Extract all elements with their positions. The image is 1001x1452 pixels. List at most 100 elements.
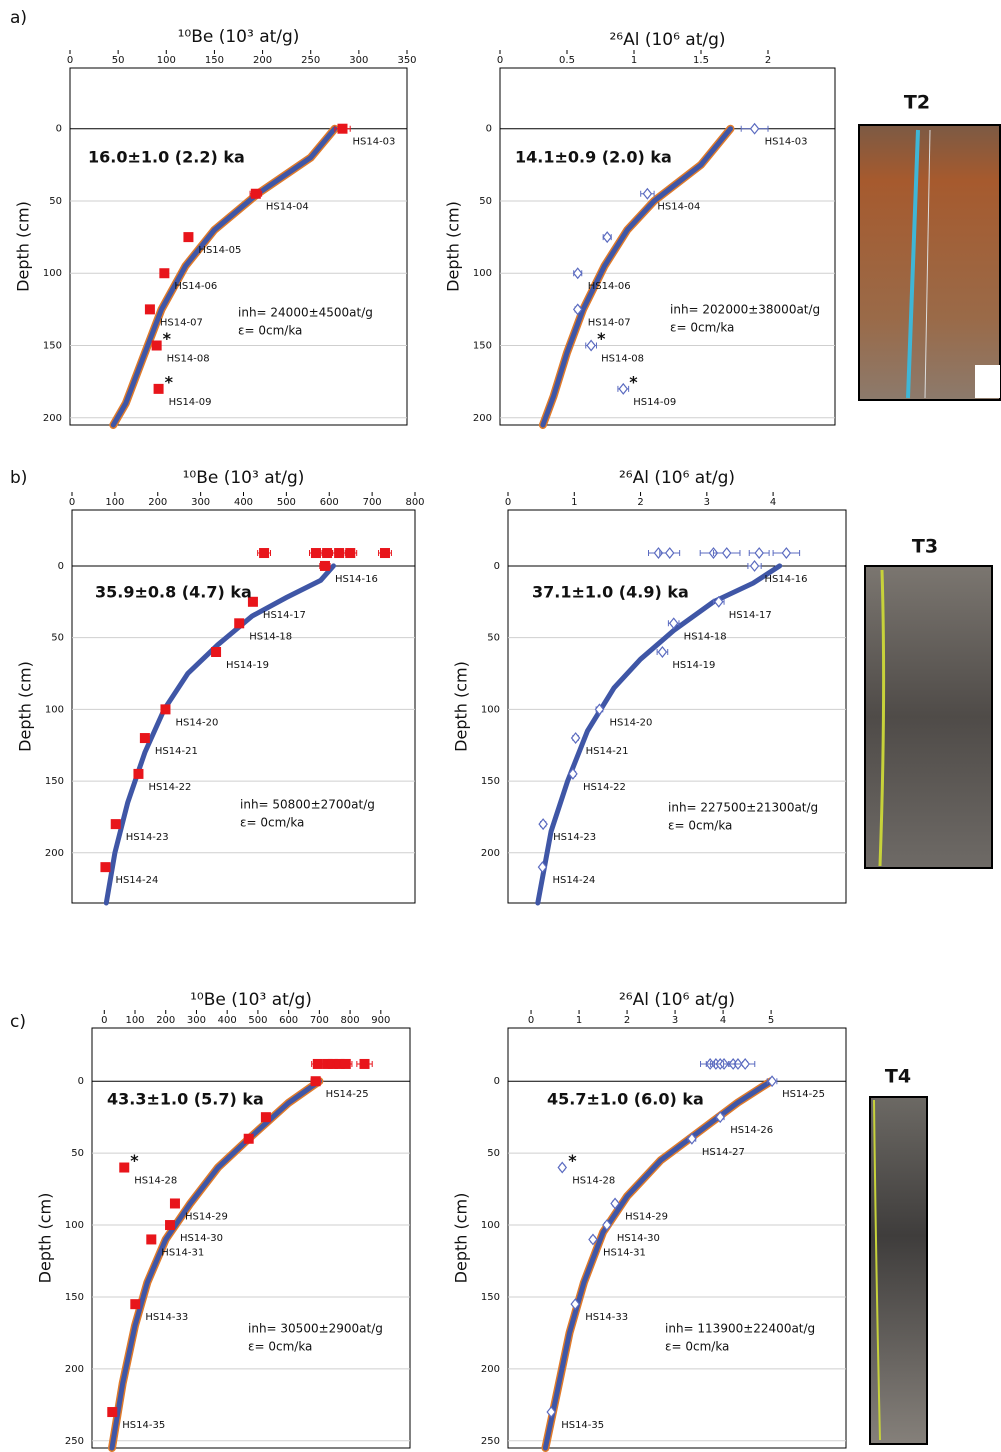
sample-point (687, 1132, 697, 1145)
inheritance-label: inh= 30500±2900at/g (248, 1322, 383, 1336)
sample-point (740, 1057, 750, 1070)
y-tick-label: 100 (45, 704, 64, 715)
sample-point (546, 1406, 556, 1419)
x-tick-label: 150 (205, 55, 224, 66)
sample-label: HS14-06 (588, 281, 631, 292)
sample-label: HS14-16 (335, 574, 378, 585)
photo (858, 124, 1001, 401)
y-tick-label: 150 (473, 341, 492, 352)
sample-point (379, 548, 390, 559)
erosion-label: ε= 0cm/ka (238, 324, 302, 338)
y-tick-label: 50 (487, 1148, 500, 1159)
sample-point (153, 383, 164, 394)
sample-point (165, 1220, 176, 1231)
sample-point (557, 1161, 568, 1174)
sample-label: HS14-35 (122, 1420, 165, 1431)
x-tick-label: 3 (704, 497, 710, 508)
model-curve (535, 563, 783, 906)
model-curve (110, 126, 338, 428)
photo (869, 1096, 928, 1445)
x-tick-label: 350 (397, 55, 416, 66)
sample-label: HS14-17 (263, 610, 306, 621)
y-tick-label: 150 (481, 1292, 500, 1303)
model-curve (540, 126, 733, 428)
x-tick-label: 0 (67, 55, 73, 66)
y-tick-label: 250 (65, 1436, 84, 1447)
sample-point (602, 231, 612, 244)
y-tick-label: 100 (65, 1220, 84, 1231)
sample-label: HS14-28 (572, 1176, 615, 1187)
sample-point (310, 1076, 321, 1087)
chart-title: ¹⁰Be (10³ at/g) (178, 27, 300, 47)
x-tick-label: 2 (765, 55, 771, 66)
sample-label: HS14-07 (160, 317, 203, 328)
erosion-label: ε= 0cm/ka (668, 819, 732, 833)
sample-point (664, 547, 675, 559)
y-tick-label: 100 (481, 704, 500, 715)
sample-point (345, 548, 356, 559)
erosion-label: ε= 0cm/ka (665, 1340, 729, 1354)
y-axis-label: Depth (cm) (452, 1193, 471, 1284)
x-tick-label: 4 (770, 497, 776, 508)
sample-label: HS14-16 (765, 574, 808, 585)
y-axis-label: Depth (cm) (444, 201, 463, 292)
sample-label: HS14-24 (552, 875, 595, 886)
sample-point (243, 1133, 254, 1144)
sample-point (586, 339, 596, 352)
sample-point (588, 1233, 598, 1246)
photo (864, 565, 993, 869)
sample-point (327, 1058, 338, 1069)
sample-point (144, 304, 155, 315)
x-tick-label: 0 (69, 497, 75, 508)
y-axis-label: Depth (cm) (14, 201, 33, 292)
inheritance-label: inh= 24000±4500at/g (238, 306, 373, 320)
sample-point (749, 559, 760, 572)
x-tick-label: 1 (571, 497, 577, 508)
sample-label: HS14-05 (198, 245, 241, 256)
age-label: 43.3±1.0 (5.7) ka (107, 1090, 264, 1109)
site-label: T2 (904, 92, 930, 114)
x-tick-label: 5 (768, 1015, 774, 1026)
x-tick-label: 0.5 (559, 55, 575, 66)
sample-point (668, 617, 679, 630)
y-tick-label: 50 (49, 196, 62, 207)
outlier-mark: * (130, 1151, 139, 1170)
y-tick-label: 0 (486, 124, 492, 135)
plot-area (507, 1027, 847, 1449)
sample-label: HS14-08 (167, 354, 210, 365)
x-tick-label: 100 (105, 497, 124, 508)
sample-label: HS14-23 (126, 832, 169, 843)
x-tick-label: 0 (528, 1015, 534, 1026)
age-label: 45.7±1.0 (6.0) ka (547, 1090, 704, 1109)
sample-label: HS14-25 (326, 1089, 369, 1100)
x-tick-label: 2 (637, 497, 643, 508)
sample-label: HS14-29 (625, 1211, 668, 1222)
inheritance-label: inh= 227500±21300at/g (668, 801, 818, 815)
sample-label: HS14-18 (249, 631, 292, 642)
x-tick-label: 700 (363, 497, 382, 508)
y-tick-label: 200 (45, 848, 64, 859)
sample-point (570, 1298, 580, 1311)
sample-point (572, 303, 583, 316)
sample-label: HS14-19 (672, 660, 715, 671)
sample-point (713, 595, 724, 608)
x-tick-label: 300 (191, 497, 210, 508)
x-tick-label: 100 (157, 55, 176, 66)
sample-point (610, 1197, 620, 1210)
sample-label: HS14-08 (601, 354, 644, 365)
x-tick-label: 200 (148, 497, 167, 508)
y-tick-label: 200 (481, 848, 500, 859)
y-axis-label: Depth (cm) (16, 661, 35, 752)
erosion-label: ε= 0cm/ka (240, 816, 304, 830)
sample-point (119, 1162, 130, 1173)
sample-point (183, 232, 194, 243)
sample-label: HS14-31 (603, 1247, 646, 1258)
sample-label: HS14-09 (633, 397, 676, 408)
x-tick-label: 700 (310, 1015, 329, 1026)
sample-label: HS14-20 (609, 717, 652, 728)
chart-title: ¹⁰Be (10³ at/g) (183, 468, 305, 488)
x-tick-label: 400 (234, 497, 253, 508)
sample-point (169, 1198, 180, 1209)
x-tick-label: 0 (497, 55, 503, 66)
